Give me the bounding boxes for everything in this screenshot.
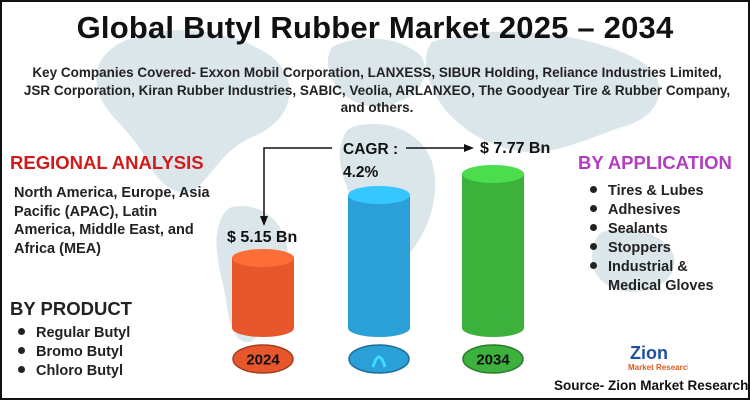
bullet-icon <box>590 204 597 212</box>
application-item-label: Sealants <box>608 221 668 237</box>
bullet-icon <box>18 365 25 373</box>
key-companies-text: Key Companies Covered- Exxon Mobil Corpo… <box>23 65 731 115</box>
application-item-label: Adhesives <box>608 202 681 218</box>
bullet-icon <box>18 346 25 354</box>
source-text: Source- Zion Market Research <box>554 378 749 393</box>
value-label-2024: $ 5.15 Bn <box>227 229 297 246</box>
product-list: Regular Butyl Bromo Butyl Chloro Butyl <box>18 324 130 381</box>
list-item: Chloro Butyl <box>18 362 130 381</box>
application-item-label: Stoppers <box>608 240 671 256</box>
bar-body <box>462 174 524 328</box>
arrow-down-icon <box>260 216 268 226</box>
bullet-icon <box>18 327 25 335</box>
bar-body <box>348 195 410 328</box>
cagr-label: CAGR : <box>343 141 398 158</box>
year-label: 2034 <box>476 352 510 369</box>
bar-top <box>348 186 410 204</box>
application-list: Tires & Lubes Adhesives Sealants Stopper… <box>590 182 714 296</box>
year-oval <box>348 344 410 374</box>
regional-analysis-heading: REGIONAL ANALYSIS <box>10 152 204 173</box>
zion-logo: Zion Market Research <box>628 343 688 372</box>
bullet-icon <box>590 223 597 231</box>
bullet-icon <box>590 185 597 193</box>
by-product-heading: BY PRODUCT <box>10 298 132 319</box>
bullet-icon <box>590 242 597 250</box>
application-item-label: Industrial & <box>608 259 688 275</box>
product-item-label: Regular Butyl <box>36 325 131 341</box>
list-item: Tires & Lubes <box>590 182 714 201</box>
bullet-icon <box>590 261 597 269</box>
bar-body <box>232 258 294 328</box>
value-label-2034: $ 7.77 Bn <box>480 140 550 157</box>
year-oval <box>232 344 294 374</box>
list-item: Stoppers <box>590 239 714 258</box>
logo-name-text: Zion <box>630 343 668 363</box>
list-item: Adhesives <box>590 201 714 220</box>
list-item-continuation: Medical Gloves <box>590 277 714 296</box>
list-item: Regular Butyl <box>18 324 130 343</box>
page-title: Global Butyl Rubber Market 2025 – 2034 <box>76 10 674 45</box>
arrow-right-icon <box>464 144 474 152</box>
by-application-heading: BY APPLICATION <box>578 152 732 173</box>
application-item-label: Tires & Lubes <box>608 183 704 199</box>
regional-analysis-text: North America, Europe, Asia Pacific (APA… <box>14 185 210 257</box>
bar-top <box>232 249 294 267</box>
cagr-connector-line <box>263 147 332 224</box>
bar-base <box>232 319 294 337</box>
logo-tagline-text: Market Research <box>628 363 688 372</box>
product-item-label: Chloro Butyl <box>36 363 123 379</box>
application-item-label: Medical Gloves <box>608 278 714 294</box>
bar-top <box>462 165 524 183</box>
year-label: 2024 <box>246 352 280 369</box>
list-item: Sealants <box>590 220 714 239</box>
cagr-value: 4.2% <box>343 164 379 181</box>
year-oval <box>462 344 524 374</box>
bar-base <box>348 319 410 337</box>
product-item-label: Bromo Butyl <box>36 344 123 360</box>
list-item: Industrial & <box>590 258 714 277</box>
oval-accent <box>371 355 387 368</box>
bar-base <box>462 319 524 337</box>
list-item: Bromo Butyl <box>18 343 130 362</box>
